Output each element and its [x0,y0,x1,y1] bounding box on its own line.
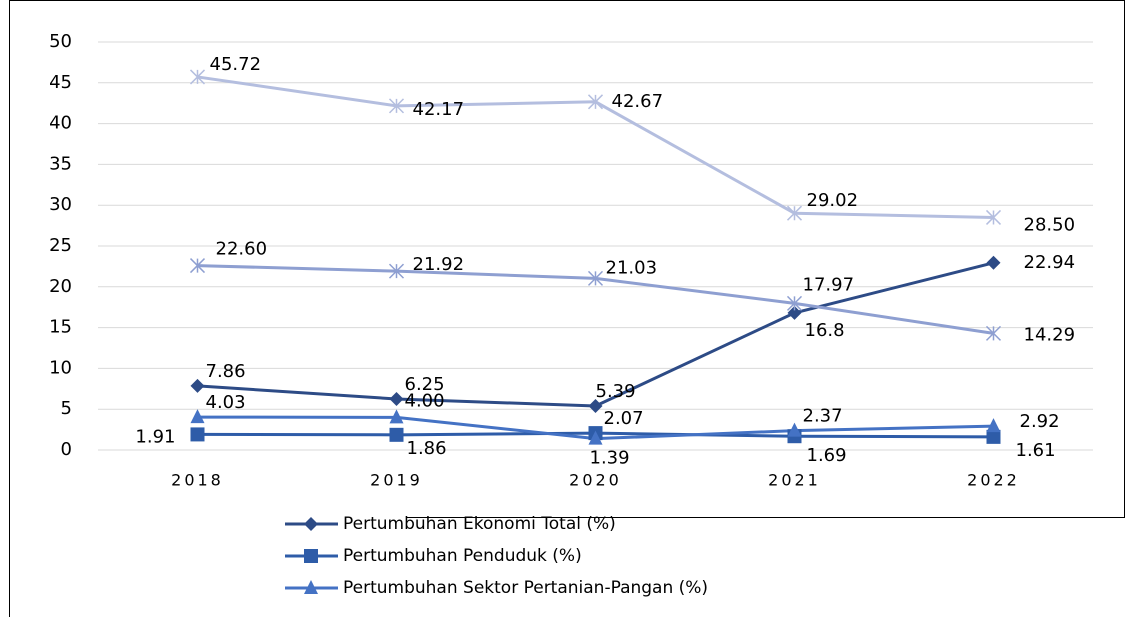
data-point [389,409,404,424]
data-label: 2.07 [604,408,644,429]
data-label: 29.02 [807,190,859,211]
data-point [787,305,802,320]
data-point [985,209,1002,225]
data-point [389,427,404,442]
data-point [588,399,603,414]
data-point [189,258,206,274]
data-label: 17.97 [803,274,855,295]
y-tick-label: 40 [49,113,72,134]
data-label: 6.25 [405,374,445,395]
legend-marker [304,580,318,594]
data-point [787,422,802,437]
data-point [189,69,206,85]
data-label: 1.91 [135,426,175,447]
y-tick-label: 25 [49,235,72,256]
data-label: 4.03 [206,392,246,413]
x-tick-label: 2018 [171,471,224,490]
data-point [587,270,604,286]
data-label: 45.72 [210,54,262,75]
data-point [389,392,404,406]
data-point [587,94,604,110]
data-label: 42.67 [612,91,664,112]
data-label: 5.39 [596,381,636,402]
x-tick-label: 2020 [569,471,622,490]
data-label: 22.60 [216,239,268,260]
legend-label: Pertumbuhan Ekonomi Total (%) [343,514,616,534]
y-tick-label: 10 [49,357,72,378]
data-label: 28.50 [1024,214,1076,235]
y-tick-label: 15 [49,317,72,338]
y-tick-label: 0 [61,439,72,460]
y-tick-label: 50 [49,31,72,52]
data-label: 42.17 [413,99,465,120]
data-label: 22.94 [1024,252,1076,273]
data-point [786,295,803,311]
y-tick-label: 45 [49,72,72,93]
data-point [190,427,205,442]
legend-label: Pertumbuhan Sektor Pertanian-Pangan (%) [343,578,708,598]
data-point [388,263,405,279]
legend-marker [304,549,318,563]
data-point [190,409,205,424]
data-label: 7.86 [206,361,246,382]
data-label: 16.8 [805,320,845,341]
y-tick-label: 20 [49,276,72,297]
y-tick-label: 5 [61,398,72,419]
data-point [986,429,1001,444]
data-label: 1.69 [807,445,847,466]
x-tick-label: 2022 [967,471,1020,490]
data-point [986,255,1001,270]
data-label: 2.37 [803,406,843,427]
data-label: 14.29 [1024,324,1076,345]
data-label: 1.86 [407,438,447,459]
data-label: 2.92 [1020,411,1060,432]
legend-marker [304,517,318,531]
data-label: 21.03 [606,257,658,278]
y-tick-label: 35 [49,153,72,174]
data-label: 4.00 [405,390,445,411]
data-label: 1.39 [590,448,630,469]
legend-label: Pertumbuhan Penduduk (%) [343,546,582,566]
data-point [388,98,405,114]
data-point [786,205,803,221]
data-point [588,430,603,445]
data-label: 21.92 [413,254,465,275]
y-tick-label: 30 [49,194,72,215]
x-tick-label: 2021 [768,471,821,490]
data-point [985,325,1002,341]
data-point [190,378,205,393]
x-tick-label: 2019 [370,471,423,490]
data-point [986,418,1001,433]
data-label: 1.61 [1016,440,1056,461]
